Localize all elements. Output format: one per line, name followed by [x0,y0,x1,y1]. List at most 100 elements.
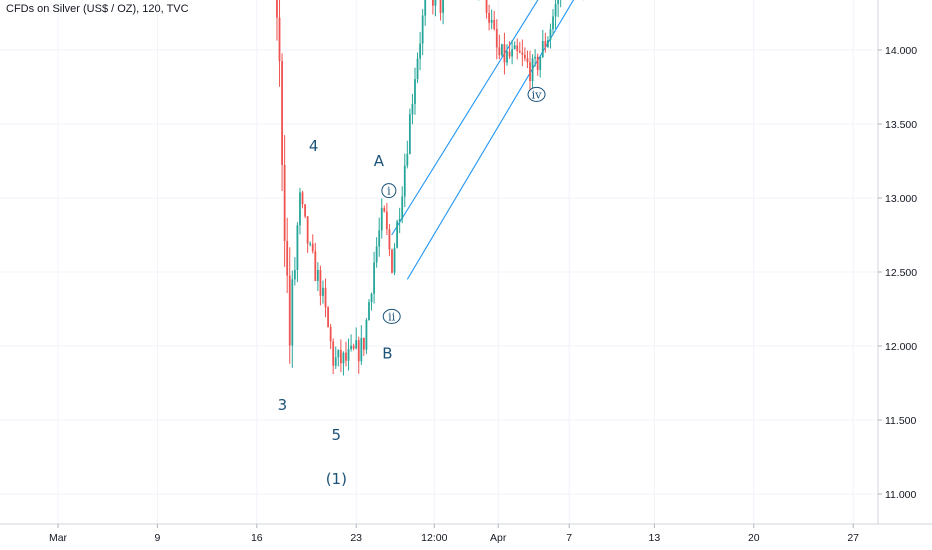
candle[interactable] [500,43,503,57]
candle[interactable] [329,323,332,350]
candle[interactable] [495,19,498,60]
candle[interactable] [286,217,289,294]
candle[interactable] [309,241,312,247]
wave-label-circled[interactable]: ii [382,308,401,324]
candle[interactable] [503,32,506,75]
channel-line-lower[interactable] [406,0,763,280]
candle[interactable] [411,93,414,125]
candle[interactable] [534,49,537,67]
candle[interactable] [541,29,544,59]
candle[interactable] [347,338,350,371]
candle[interactable] [339,339,342,373]
candle[interactable] [531,54,534,91]
candle[interactable] [439,0,442,21]
channel-line-upper[interactable] [391,0,756,236]
candle[interactable] [306,216,309,253]
candle[interactable] [324,278,327,318]
candle[interactable] [516,38,519,60]
candle[interactable] [526,50,529,69]
candle[interactable] [490,9,493,30]
wave-label[interactable]: (1) [326,470,347,488]
wave-labels[interactable]: 1345(1)ABiiiiiiivvC(2) [46,0,712,488]
candle[interactable] [434,0,437,17]
candle[interactable] [360,325,363,365]
candle[interactable] [406,140,409,169]
wave-label[interactable]: A [374,152,385,170]
candle[interactable] [557,0,560,18]
candle[interactable] [539,56,542,78]
candle[interactable] [485,0,488,19]
candle[interactable] [319,265,322,306]
candle[interactable] [296,222,299,282]
candle[interactable] [350,334,352,352]
candle[interactable] [301,190,304,209]
candle[interactable] [357,336,360,374]
candle[interactable] [345,341,347,367]
wave-label[interactable]: B [382,344,392,362]
candle[interactable] [291,270,294,368]
channel-lines[interactable] [391,0,764,280]
wave-label-circled[interactable]: i [381,183,397,199]
candle[interactable] [424,0,427,26]
candle[interactable] [293,257,296,286]
candle[interactable] [560,0,562,8]
candle[interactable] [408,108,411,155]
candle[interactable] [391,248,393,274]
candle[interactable] [442,0,445,25]
candle[interactable] [322,280,324,304]
candle[interactable] [396,219,398,249]
candle[interactable] [414,67,416,115]
candles[interactable] [36,0,730,376]
wave-label[interactable]: 5 [332,426,342,444]
candle[interactable] [288,247,291,364]
candle[interactable] [403,153,406,208]
candle[interactable] [327,306,329,328]
candle[interactable] [552,9,554,36]
price-axis-panel[interactable] [878,0,932,524]
candle[interactable] [304,204,306,219]
candle[interactable] [373,251,375,304]
candle[interactable] [368,299,370,321]
candle[interactable] [511,39,514,65]
candle[interactable] [355,327,358,350]
candle[interactable] [278,0,281,87]
candle[interactable] [506,44,508,66]
candle[interactable] [316,262,319,291]
wave-label[interactable]: 3 [278,396,288,414]
candle[interactable] [332,338,335,375]
candle[interactable] [401,186,404,224]
time-axis-panel[interactable] [0,524,932,550]
candle[interactable] [419,31,421,71]
candle[interactable] [488,4,491,31]
candle[interactable] [314,242,317,282]
candle[interactable] [398,207,401,234]
candle[interactable] [385,203,388,235]
candle[interactable] [544,32,547,53]
candle[interactable] [508,41,511,59]
candle[interactable] [521,39,524,67]
price-axis[interactable]: 17.50017.00016.50016.00015.50015.00014.5… [878,0,917,501]
candle[interactable] [513,41,516,50]
candle[interactable] [547,36,549,49]
candle[interactable] [554,0,557,30]
candle[interactable] [283,135,286,268]
candle[interactable] [337,349,340,367]
candle[interactable] [493,10,496,31]
candle[interactable] [388,224,391,257]
candle[interactable] [311,234,314,254]
candle[interactable] [352,343,355,351]
candle[interactable] [342,351,345,376]
candle[interactable] [380,198,383,239]
candle[interactable] [393,243,396,276]
candle[interactable] [498,34,501,60]
time-axis[interactable]: Mar 9 16 23 12:00 Apr 7 13 20 27 [49,524,859,544]
candle[interactable] [370,292,373,311]
candle[interactable] [375,237,378,268]
candle[interactable] [549,23,552,49]
candle[interactable] [365,318,368,354]
wave-label-circled[interactable]: iv [527,86,546,102]
candle[interactable] [383,205,386,213]
chart-title[interactable]: CFDs on Silver (US$ / OZ), 120, TVC [6,3,189,15]
candle[interactable] [518,42,521,54]
